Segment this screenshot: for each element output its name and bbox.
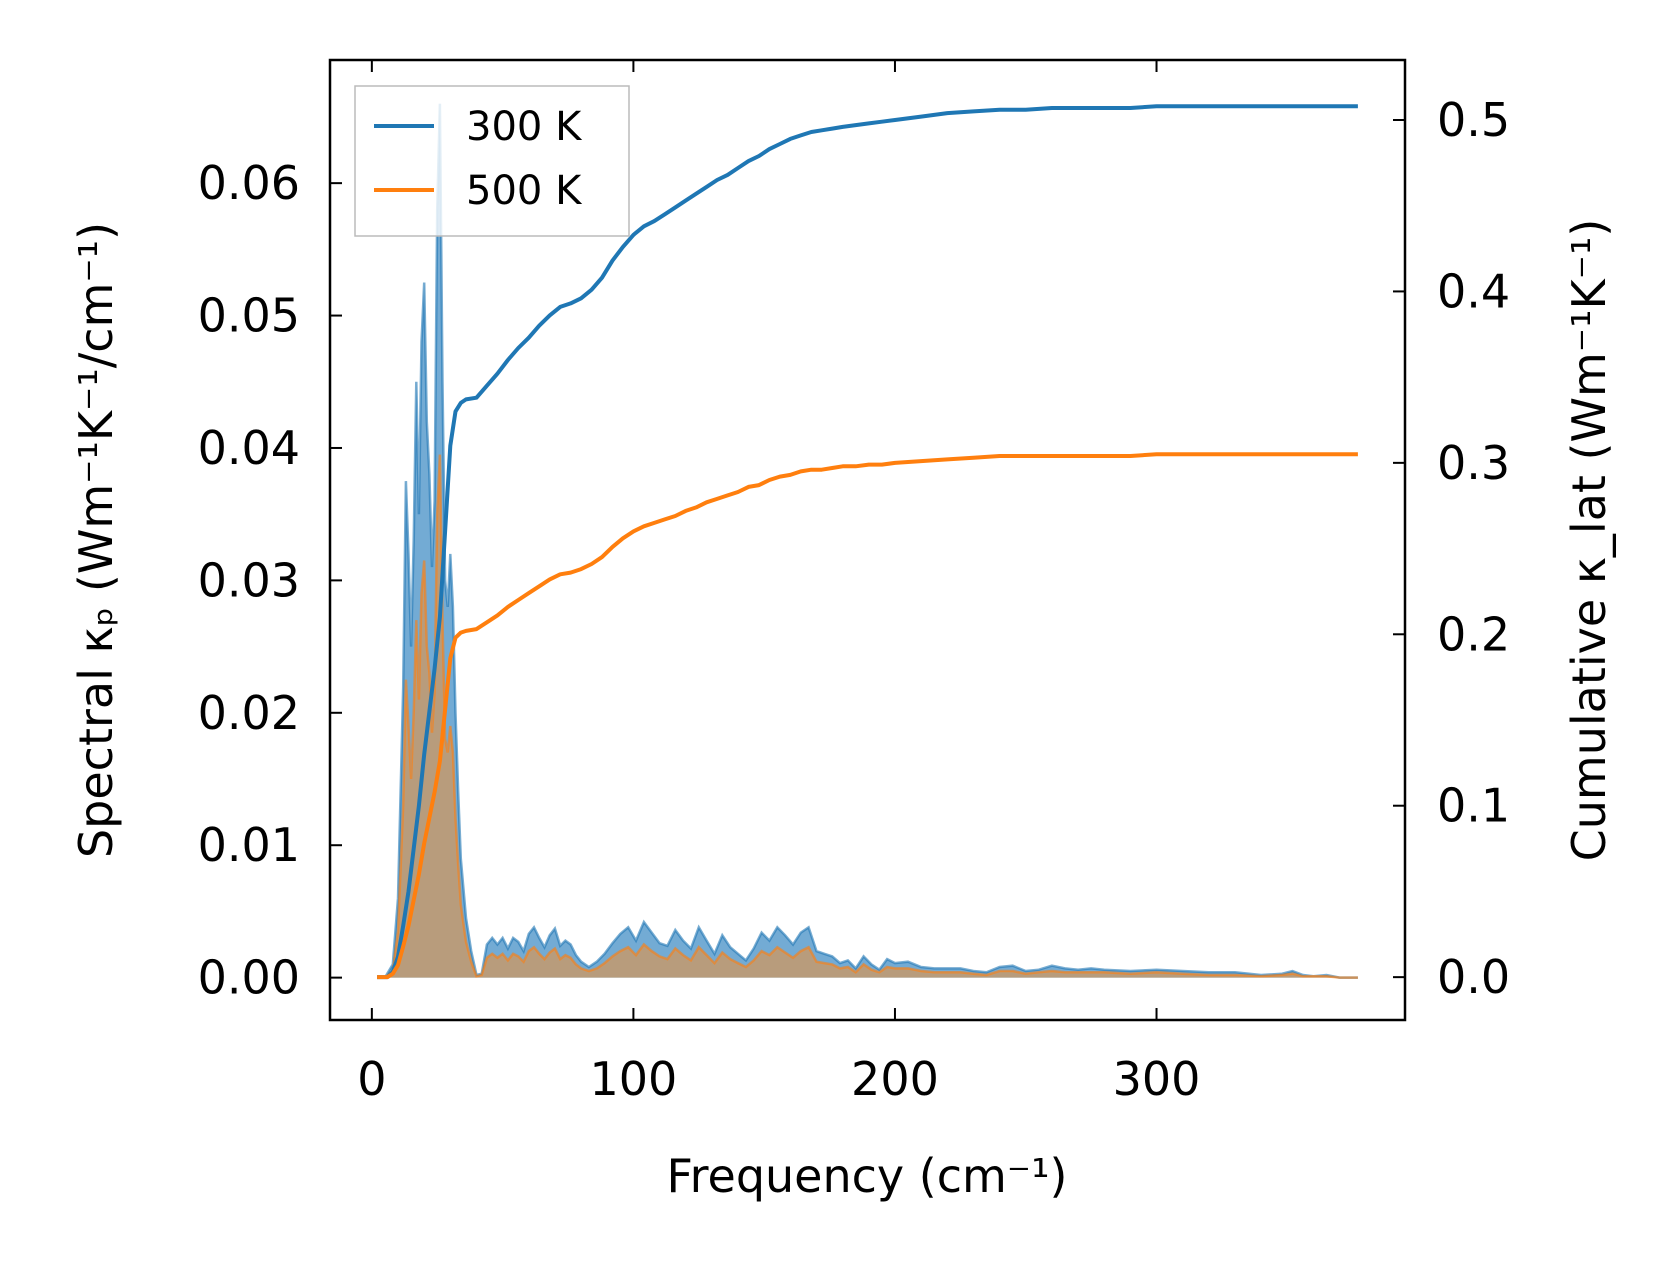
y-axis-label-left: Spectral κₚ (Wm⁻¹K⁻¹/cm⁻¹)	[69, 222, 123, 858]
x-tick-label: 200	[851, 1052, 939, 1106]
cumulative-line-300k	[377, 104, 1358, 980]
legend-box	[354, 85, 630, 237]
x-tick-label: 100	[590, 1052, 678, 1106]
y-axis-label-left-text: Spectral κₚ (Wm⁻¹K⁻¹/cm⁻¹)	[69, 222, 123, 858]
y-left-tick-label: 0.01	[198, 818, 300, 872]
y-right-tick-label: 0.0	[1437, 950, 1510, 1004]
y-left-tick-label: 0.02	[198, 686, 300, 740]
x-tick-label: 300	[1113, 1052, 1201, 1106]
legend-label-500k: 500 K	[466, 168, 583, 214]
legend-label-300k: 300 K	[466, 104, 583, 150]
y-left-tick-label: 0.05	[198, 289, 300, 343]
y-left-tick-label: 0.06	[198, 156, 300, 210]
spectral-area-500k	[377, 454, 1358, 978]
x-axis-label-text: Frequency (cm⁻¹)	[667, 1149, 1068, 1203]
x-axis-label: Frequency (cm⁻¹)	[667, 1149, 1068, 1203]
spectral-line-500k	[377, 454, 1358, 979]
y-axis-label-right-text: Cumulative κ_lat (Wm⁻¹K⁻¹)	[1562, 219, 1616, 862]
y-right-tick-label: 0.2	[1437, 607, 1510, 661]
x-tick-label: 0	[357, 1052, 386, 1106]
y-left-tick-label: 0.03	[198, 553, 300, 607]
plot-area	[377, 103, 1358, 980]
y-right-tick-label: 0.5	[1437, 93, 1510, 147]
y-right-tick-label: 0.3	[1437, 436, 1510, 490]
axes-frame	[328, 58, 1407, 1022]
y-right-tick-label: 0.1	[1437, 779, 1510, 833]
y-axis-label-right: Cumulative κ_lat (Wm⁻¹K⁻¹)	[1562, 219, 1616, 862]
y-left-tick-label: 0.04	[198, 421, 300, 475]
legend: 300 K 500 K	[354, 85, 630, 237]
y-right-tick-label: 0.4	[1437, 264, 1510, 318]
cumulative-line-500k	[377, 452, 1358, 980]
ticks: 0 100 200 300 0.00 0.01 0.02 0.03 0.04 0.05 0.06 0.…	[198, 60, 1510, 1106]
y-left-tick-label: 0.00	[198, 951, 300, 1005]
